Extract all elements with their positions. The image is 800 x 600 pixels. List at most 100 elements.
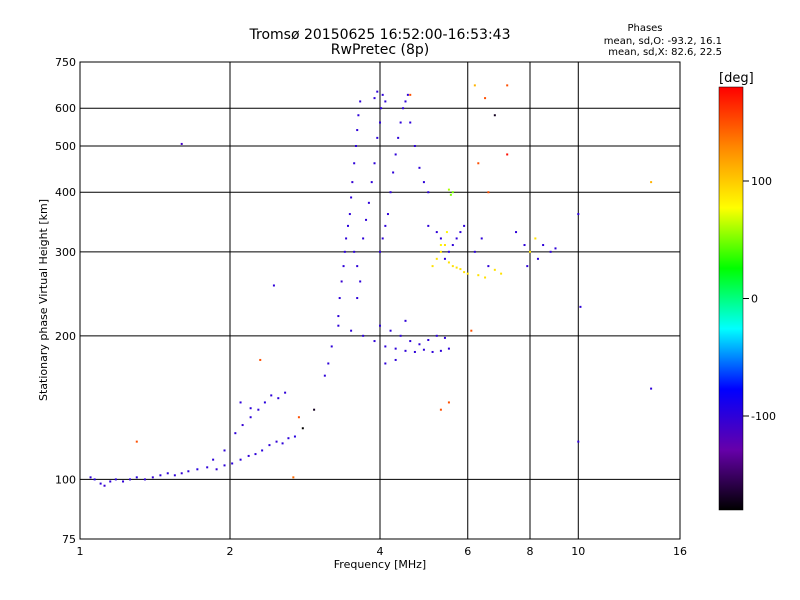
- data-point: [443, 336, 446, 339]
- colorbar-label: [deg]: [719, 71, 754, 86]
- x-axis-ticks: 1 2 4 6 8 10 16: [77, 545, 688, 558]
- data-point: [447, 261, 450, 264]
- data-point: [473, 250, 476, 253]
- data-point: [249, 416, 252, 419]
- x-tick-label: 2: [227, 545, 234, 558]
- data-point: [529, 250, 531, 253]
- chart-subtitle: RwPretec (8p): [331, 42, 429, 58]
- data-point: [427, 191, 430, 194]
- data-point: [379, 250, 381, 253]
- data-points: [89, 84, 653, 487]
- data-point: [451, 244, 454, 247]
- data-point: [523, 244, 526, 247]
- data-point: [447, 401, 450, 404]
- data-point: [287, 437, 290, 440]
- data-point: [384, 345, 387, 348]
- y-tick-label: 75: [62, 533, 76, 546]
- colorbar-tick-label: 100: [751, 175, 772, 188]
- data-point: [477, 274, 480, 277]
- data-point: [381, 237, 384, 240]
- data-point: [359, 280, 362, 283]
- x-tick-label: 8: [527, 545, 534, 558]
- data-point: [447, 347, 450, 350]
- data-point: [373, 340, 376, 343]
- data-point: [342, 265, 345, 268]
- data-point: [373, 162, 376, 165]
- data-point: [554, 247, 557, 250]
- plot-frame: [79, 61, 681, 540]
- y-axis-label: Stationary phase Virtual Height [km]: [37, 199, 50, 401]
- data-point: [353, 162, 356, 165]
- data-point: [463, 224, 466, 227]
- data-point: [431, 350, 434, 353]
- data-point: [356, 265, 359, 268]
- data-point: [455, 266, 458, 269]
- data-point: [463, 271, 466, 274]
- data-point: [435, 231, 438, 234]
- data-point: [384, 100, 387, 103]
- data-point: [506, 84, 509, 87]
- data-point: [439, 408, 442, 411]
- data-point: [484, 97, 487, 100]
- data-point: [166, 472, 169, 475]
- data-point: [449, 193, 452, 196]
- data-point: [351, 181, 354, 184]
- data-point: [93, 478, 96, 481]
- data-point: [402, 107, 405, 110]
- data-point: [418, 166, 421, 169]
- data-point: [114, 478, 117, 481]
- data-point: [277, 397, 280, 400]
- y-tick-label: 200: [55, 330, 76, 343]
- y-tick-label: 300: [55, 246, 76, 259]
- data-point: [506, 153, 509, 156]
- y-tick-label: 100: [55, 473, 76, 486]
- data-point: [122, 480, 125, 483]
- plot-grid: [79, 61, 681, 540]
- data-point: [431, 265, 434, 268]
- data-point: [409, 340, 412, 343]
- data-point: [350, 329, 353, 332]
- data-point: [212, 458, 215, 461]
- data-point: [542, 244, 545, 247]
- data-point: [270, 394, 273, 397]
- data-point: [343, 250, 346, 253]
- data-point: [356, 129, 359, 132]
- data-point: [418, 343, 421, 346]
- data-point: [353, 250, 356, 253]
- data-point: [500, 272, 503, 275]
- data-point: [151, 476, 154, 479]
- data-point: [376, 136, 379, 139]
- data-point: [473, 84, 476, 87]
- data-point: [493, 268, 496, 271]
- data-point: [406, 93, 409, 96]
- data-point: [362, 237, 365, 240]
- data-point: [427, 338, 430, 341]
- data-point: [404, 349, 407, 352]
- data-point: [206, 466, 209, 469]
- data-point: [455, 237, 458, 240]
- data-point: [268, 444, 271, 447]
- stats-line-x: mean, sd,X: 82.6, 22.5: [608, 47, 722, 58]
- data-point: [257, 408, 260, 411]
- data-point: [380, 107, 383, 110]
- data-point: [397, 136, 400, 139]
- data-point: [330, 345, 333, 348]
- colorbar-tick-label: -100: [751, 410, 776, 423]
- data-point: [384, 362, 387, 365]
- data-point: [392, 171, 395, 174]
- data-point: [379, 121, 381, 124]
- data-point: [447, 188, 450, 191]
- data-point: [281, 442, 284, 445]
- data-point: [381, 93, 384, 96]
- data-point: [650, 387, 653, 390]
- data-point: [357, 114, 360, 117]
- data-point: [427, 224, 430, 227]
- data-point: [297, 416, 300, 419]
- data-point: [435, 334, 438, 337]
- data-point: [534, 237, 537, 240]
- data-point: [129, 478, 132, 481]
- colorbar-ticks: 100 0 -100: [743, 175, 776, 423]
- data-point: [292, 476, 295, 479]
- data-point: [231, 462, 234, 465]
